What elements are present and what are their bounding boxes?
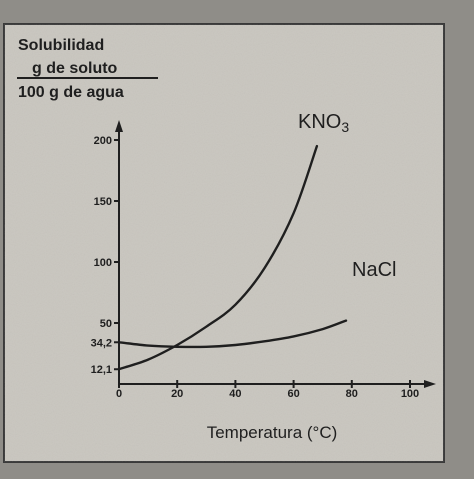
y-axis-arrowhead [115,120,123,132]
x-tick-label: 0 [116,388,122,400]
y-tick-label: 50 [100,318,112,330]
kno3-curve [117,144,319,371]
x-tick-label: 80 [346,388,358,400]
paper-texture [4,24,444,462]
x-ticks: 0 20 40 60 80 100 [116,380,419,400]
y-tick-label: 12,1 [91,364,112,376]
x-axis-title: Temperatura (°C) [207,423,338,442]
ylabel-line-1: Solubilidad [18,37,104,54]
kno3-label-subscript: 3 [341,119,349,135]
ylabel-line-3: 100 g de agua [18,84,124,101]
nacl-label: NaCl [352,259,396,281]
ylabel-line-2: g de soluto [32,60,118,77]
series-layer [117,144,348,371]
y-tick-label: 100 [94,257,112,269]
x-tick-label: 100 [401,388,419,400]
kno3-label-main: KNO [298,111,341,133]
x-tick-label: 20 [171,388,183,400]
x-tick-label: 40 [229,388,241,400]
y-tick-label: 34,2 [91,337,112,349]
y-tick-label: 150 [94,196,112,208]
x-axis-arrowhead [424,380,436,388]
kno3-label: KNO3 [298,111,349,135]
y-tick-label: 200 [94,135,112,147]
x-tick-label: 60 [287,388,299,400]
nacl-curve [117,319,348,349]
y-ticks: 12,1 34,2 50 100 150 200 [91,135,120,376]
